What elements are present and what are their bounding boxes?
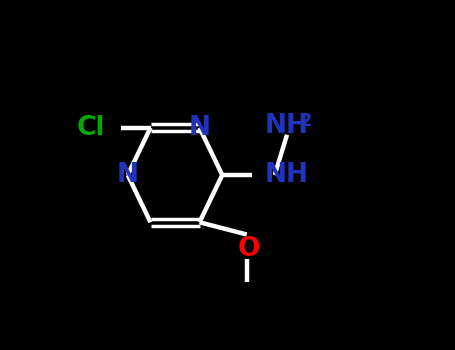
Text: NH: NH	[265, 113, 309, 139]
Text: N: N	[188, 115, 211, 141]
Text: Cl: Cl	[76, 115, 105, 141]
Text: 2: 2	[300, 112, 313, 130]
Text: O: O	[237, 236, 260, 261]
Text: NH: NH	[264, 162, 308, 188]
Text: N: N	[117, 162, 139, 188]
